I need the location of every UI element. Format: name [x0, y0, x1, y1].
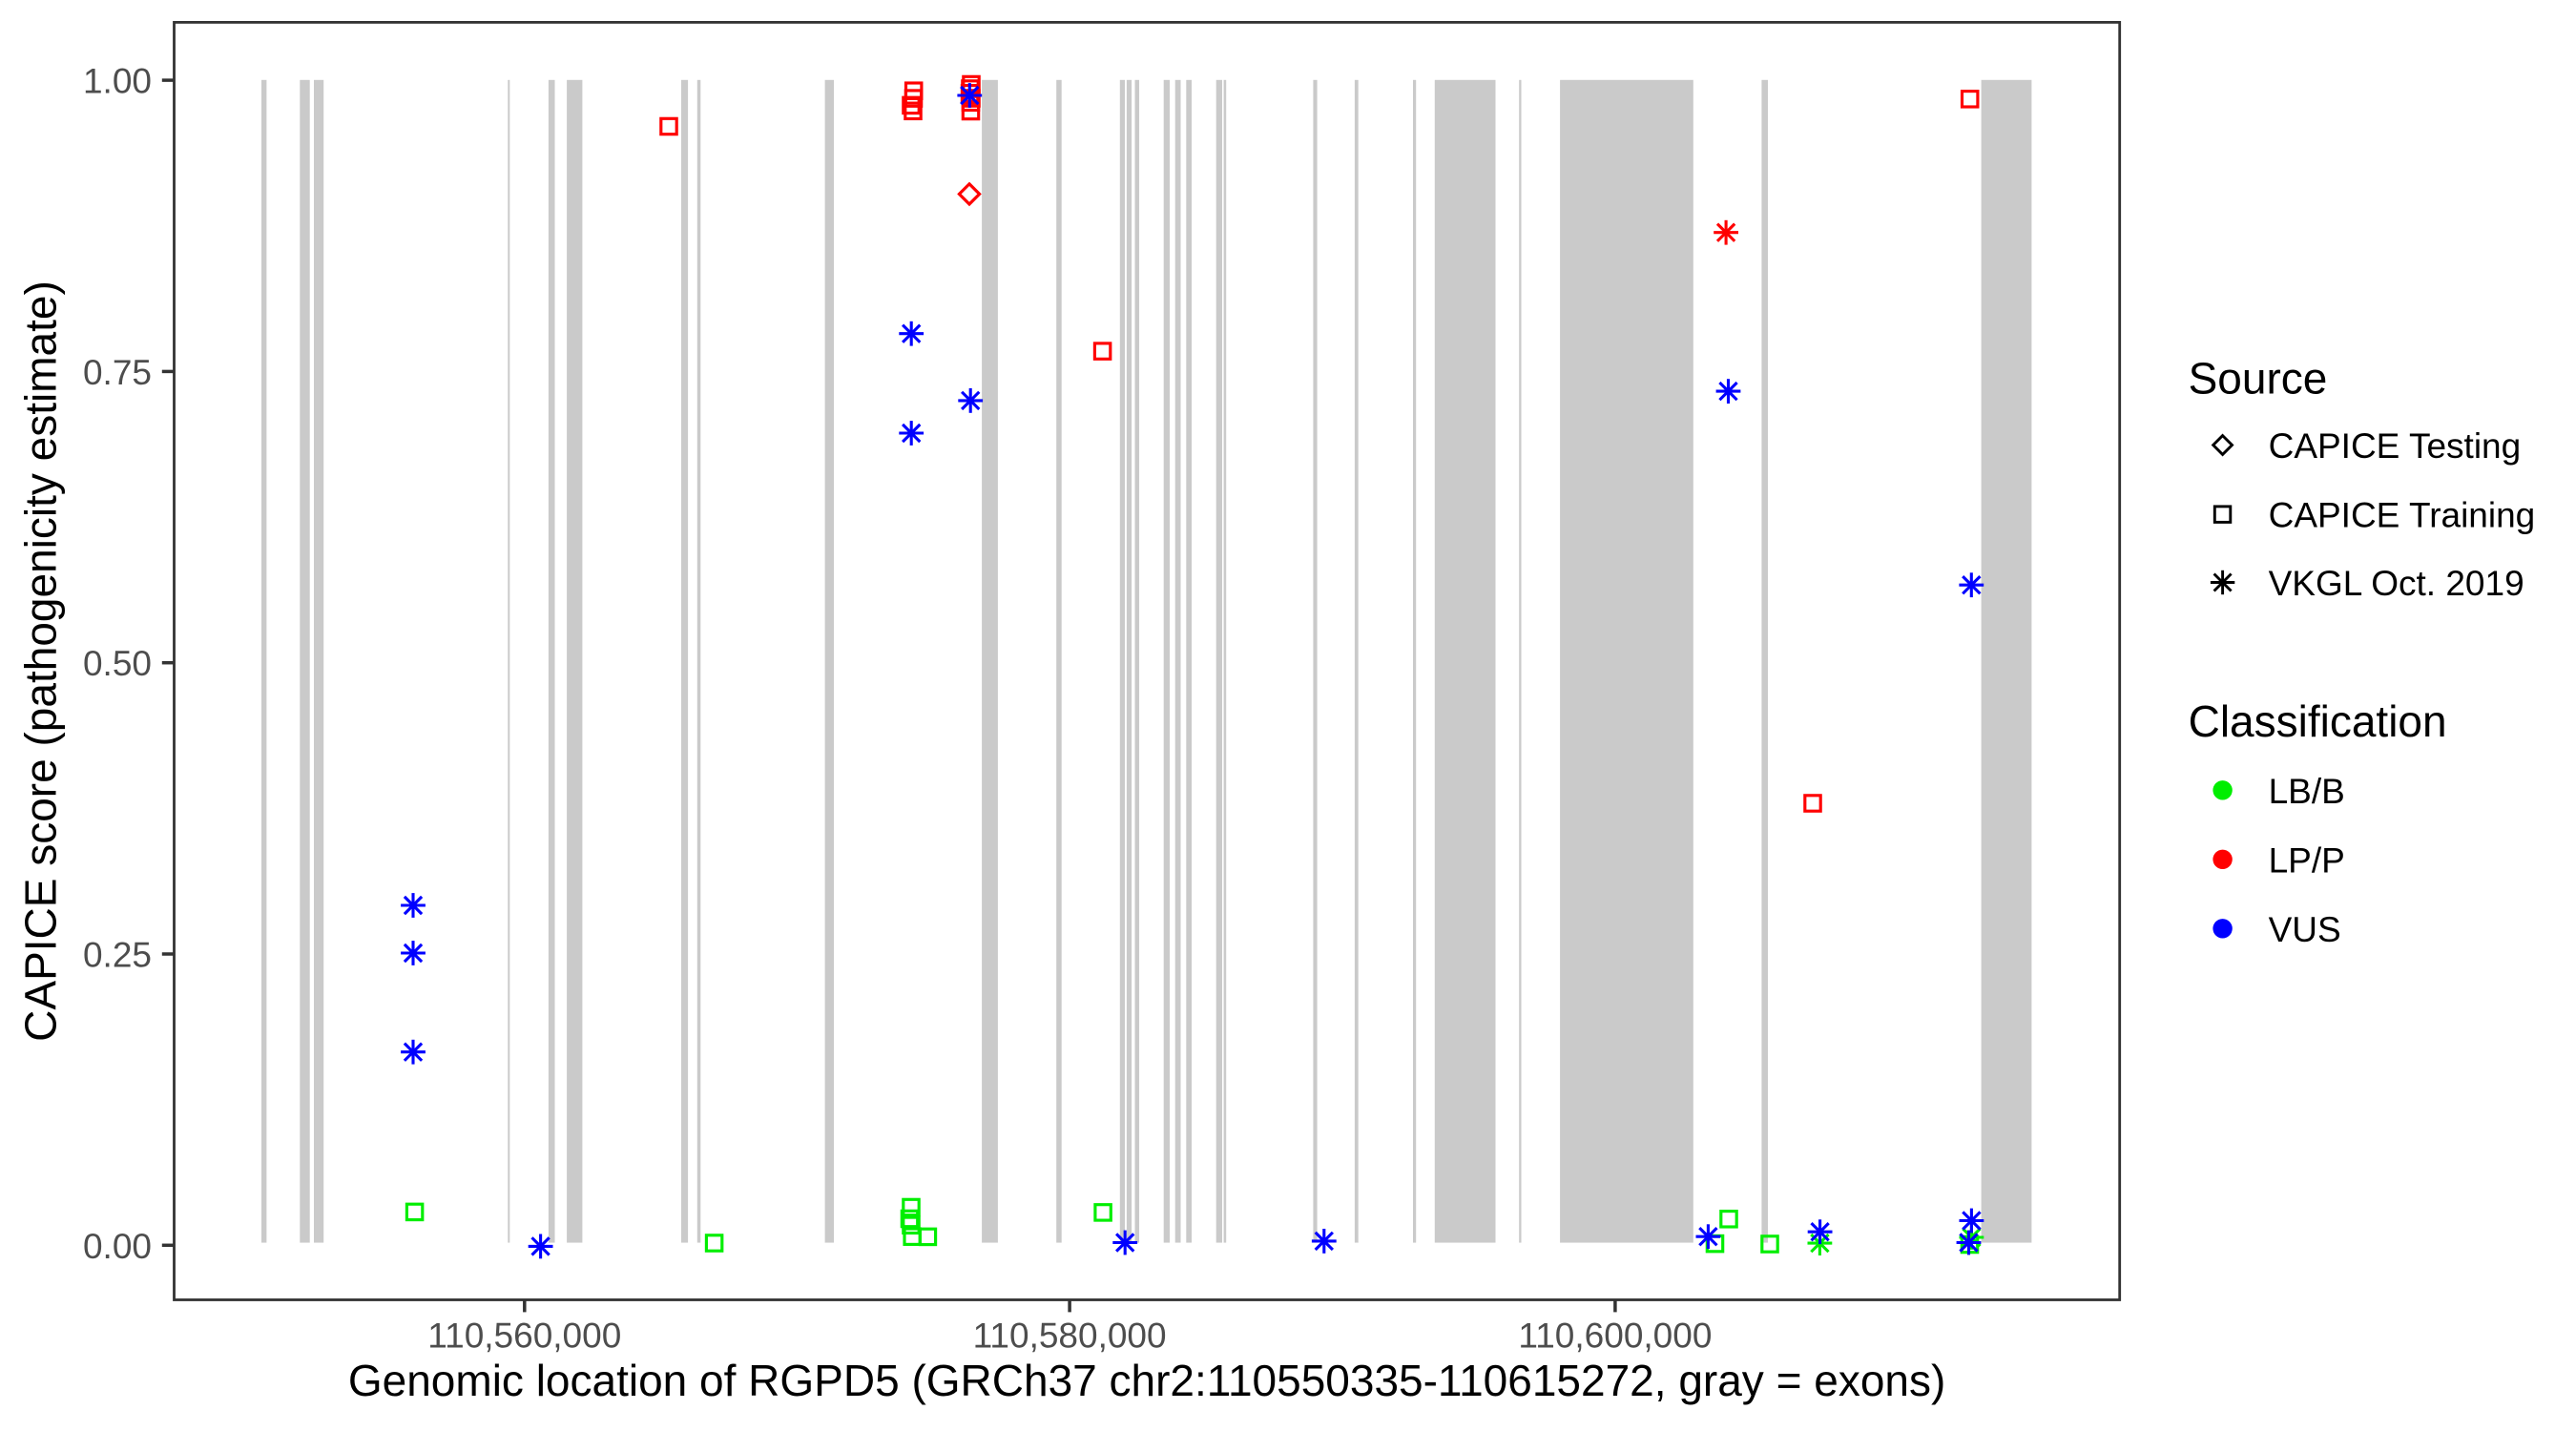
svg-text:0.75: 0.75: [83, 353, 152, 392]
svg-text:1.00: 1.00: [83, 62, 152, 101]
svg-text:110,600,000: 110,600,000: [1518, 1317, 1712, 1356]
svg-text:Classification: Classification: [2189, 696, 2447, 746]
svg-text:0.25: 0.25: [83, 936, 152, 975]
svg-text:0.00: 0.00: [83, 1227, 152, 1266]
svg-text:CAPICE Training: CAPICE Training: [2269, 496, 2536, 535]
svg-text:VUS: VUS: [2269, 910, 2341, 949]
svg-text:CAPICE Testing: CAPICE Testing: [2269, 426, 2522, 466]
svg-text:Genomic location of RGPD5 (GRC: Genomic location of RGPD5 (GRCh37 chr2:1…: [348, 1356, 1945, 1405]
svg-text:0.50: 0.50: [83, 644, 152, 683]
svg-text:LP/P: LP/P: [2269, 840, 2345, 880]
svg-text:110,560,000: 110,560,000: [427, 1317, 621, 1356]
svg-text:Source: Source: [2189, 354, 2328, 404]
svg-text:LB/B: LB/B: [2269, 772, 2345, 811]
svg-text:110,580,000: 110,580,000: [973, 1317, 1167, 1356]
svg-text:CAPICE score (pathogenicity es: CAPICE score (pathogenicity estimate): [16, 280, 66, 1042]
svg-text:VKGL Oct. 2019: VKGL Oct. 2019: [2269, 564, 2524, 603]
